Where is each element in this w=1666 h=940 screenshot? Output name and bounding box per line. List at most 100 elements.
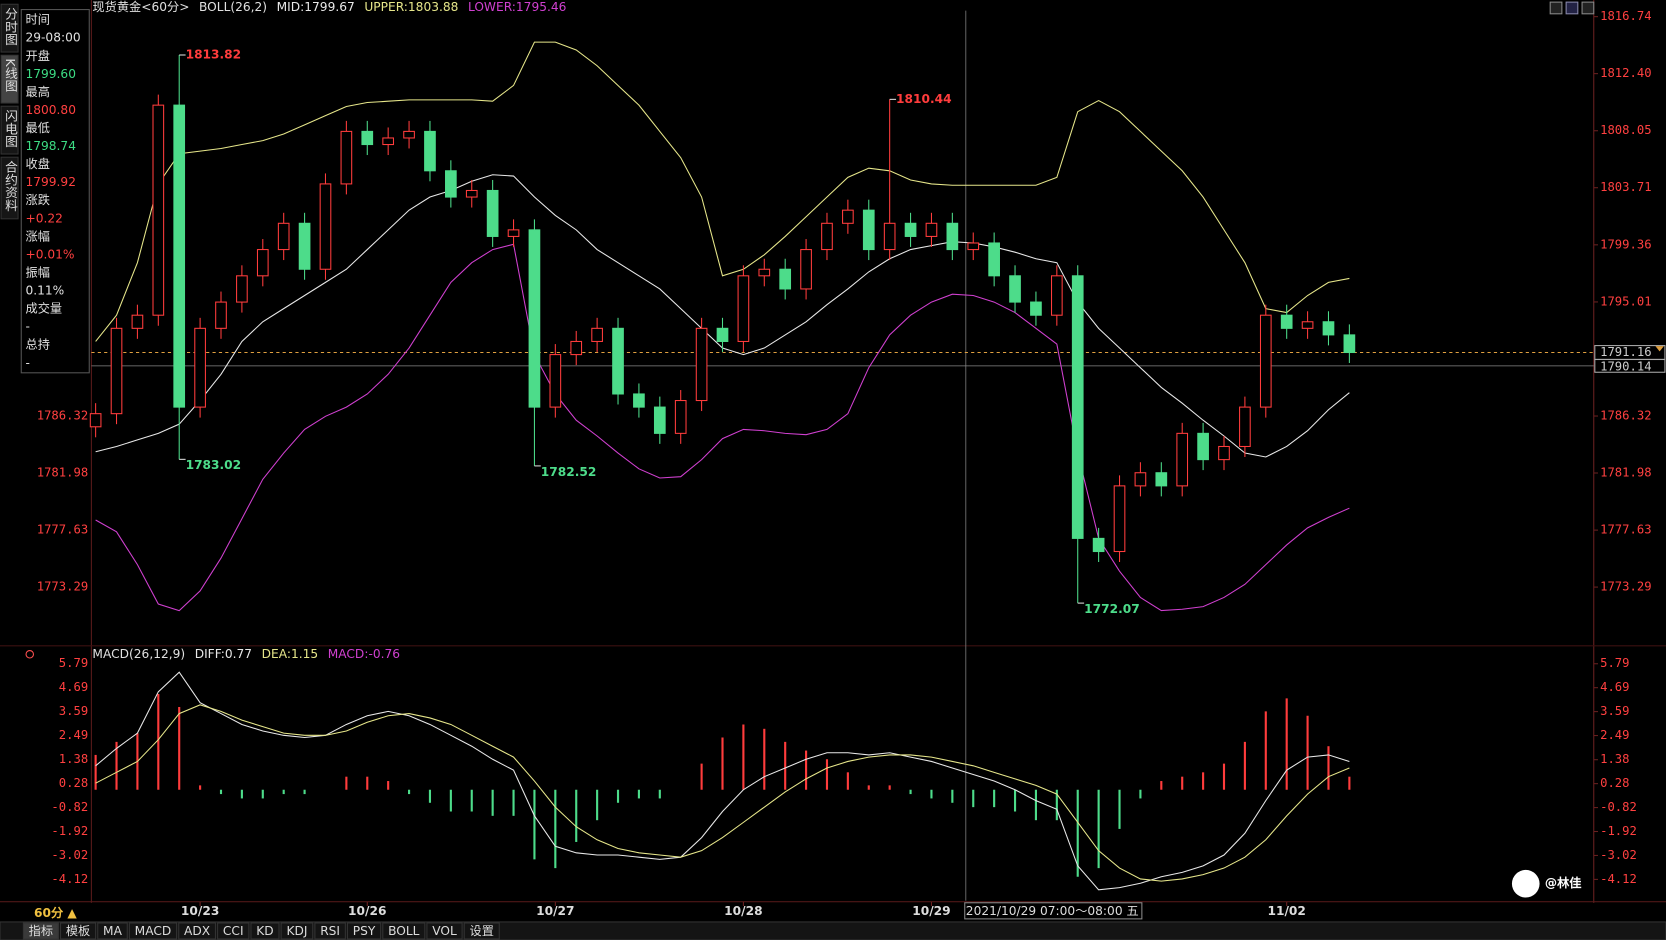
bottom-tab[interactable]: PSY (346, 922, 382, 940)
candle-body (1030, 301, 1042, 316)
bottom-tab[interactable]: CCI (217, 922, 250, 940)
bottom-tab[interactable]: MACD (128, 922, 178, 940)
y-tick-label: 1786.32 (1600, 409, 1651, 423)
bottom-tab-bg[interactable] (60, 922, 97, 940)
watermark: @林佳 (1545, 875, 1582, 890)
candle-body (1239, 406, 1251, 448)
y-tick-label: 5.79 (59, 656, 88, 670)
macd-line (95, 671, 1350, 891)
candle-body (821, 222, 833, 251)
bottom-tab[interactable]: RSI (314, 922, 346, 940)
candle-body (1009, 275, 1021, 303)
info-value: +0.22 (25, 211, 62, 225)
candle-body (883, 222, 896, 251)
info-value: - (25, 320, 29, 334)
bottom-tab-bg[interactable] (128, 922, 178, 940)
bottom-tab[interactable]: BOLL (382, 922, 426, 940)
bottom-tab-bg[interactable] (217, 922, 250, 940)
candle-body (403, 130, 415, 139)
bottom-tab-bg[interactable] (382, 922, 426, 940)
y-tick-label: -1.92 (1600, 824, 1637, 838)
bottom-tab-bg[interactable] (22, 922, 59, 940)
info-label: 成交量 (25, 301, 62, 316)
bottom-tab-label[interactable]: 模板 (66, 924, 90, 938)
bottom-tab-label[interactable]: BOLL (388, 924, 420, 938)
y-tick-label: 1781.98 (1600, 466, 1651, 480)
y-tick-label: 1786.32 (37, 409, 88, 423)
candle-body (988, 242, 1000, 277)
bottom-tab-bg[interactable] (178, 922, 216, 940)
y-tick-label: -1.92 (51, 824, 88, 838)
candle-body (236, 275, 248, 303)
info-label: 最高 (25, 84, 49, 99)
bottom-tab-label[interactable]: 指标 (29, 923, 53, 938)
bottom-tab-label[interactable]: KD (256, 924, 273, 938)
sidebar-tab[interactable] (0, 3, 19, 53)
button[interactable] (1549, 1, 1563, 15)
candle-body (173, 104, 186, 408)
bottom-tab-label[interactable]: RSI (320, 924, 340, 938)
candle-body (946, 222, 959, 251)
bottom-tab[interactable]: KDJ (280, 922, 314, 940)
bottom-tab[interactable]: MA (97, 922, 128, 940)
bottom-tab-bg[interactable] (346, 922, 382, 940)
bottom-tab-label[interactable]: MACD (135, 924, 172, 938)
bottom-tab[interactable]: KD (250, 922, 280, 940)
y-tick-label: -4.12 (1600, 872, 1637, 886)
info-value: 1799.92 (25, 175, 75, 189)
button[interactable] (1581, 1, 1595, 15)
candle-body (528, 229, 541, 408)
sidebar-tab-label: 闪电图 (2, 109, 17, 148)
candle-body (340, 130, 353, 185)
bottom-tab-label[interactable]: MA (103, 924, 123, 938)
sidebar-tab[interactable] (0, 105, 19, 155)
bottom-tab-label[interactable]: ADX (184, 924, 210, 938)
info-value: 29-08:00 (25, 31, 80, 45)
bottom-tab-bg[interactable] (280, 922, 314, 940)
bottom-tab[interactable]: ADX (178, 922, 216, 940)
info-label: 总持 (25, 337, 49, 352)
bottom-tab-label[interactable]: 设置 (470, 924, 494, 938)
sidebar-tab[interactable] (0, 54, 19, 104)
bottom-tab[interactable]: 指标 (22, 922, 59, 940)
bottom-tab-label[interactable]: VOL (432, 924, 457, 938)
y-tick-label: -0.82 (1600, 800, 1637, 814)
info-label: 涨幅 (25, 228, 49, 243)
bottom-tab[interactable]: VOL (426, 922, 463, 940)
candle-body (1113, 485, 1126, 553)
info-label: 涨跌 (25, 192, 49, 207)
button[interactable] (1565, 1, 1579, 15)
candle-body (967, 242, 980, 251)
candle-body (842, 209, 854, 224)
macd-settings-icon[interactable] (25, 650, 34, 659)
bottom-tab[interactable]: 设置 (463, 922, 500, 940)
bottom-tab-bg[interactable] (250, 922, 280, 940)
candle-body (904, 222, 917, 237)
candle-body (570, 340, 583, 356)
candle-body (1197, 432, 1209, 461)
x-tick-label: 10/23 (181, 904, 219, 918)
boll-line (95, 41, 1350, 342)
info-label: 时间 (25, 13, 49, 27)
bottom-tab[interactable]: 模板 (60, 922, 97, 940)
candle-body (591, 327, 603, 342)
y-tick-label: -3.02 (51, 848, 88, 862)
bottom-tab-bg[interactable] (463, 922, 500, 940)
y-tick-label: 1773.29 (37, 580, 88, 594)
high-label: 1813.82 (186, 47, 242, 61)
y-tick-label: 1.38 (59, 752, 88, 766)
bottom-tab-bg[interactable] (426, 922, 463, 940)
bottom-tab-label[interactable]: PSY (353, 924, 376, 938)
bottom-tab-bg[interactable] (314, 922, 346, 940)
sidebar-tab[interactable] (0, 156, 19, 220)
info-panel (20, 9, 90, 374)
low-label: 1783.02 (186, 458, 242, 472)
candle-body (1155, 472, 1168, 487)
bottom-tab-label[interactable]: KDJ (286, 924, 307, 938)
bottom-tab-bg[interactable] (97, 922, 128, 940)
bottom-tab-label[interactable]: CCI (223, 924, 244, 938)
info-label: 收盘 (25, 156, 49, 171)
candle-body (1301, 321, 1314, 329)
crosshair-time-box (964, 902, 1143, 920)
